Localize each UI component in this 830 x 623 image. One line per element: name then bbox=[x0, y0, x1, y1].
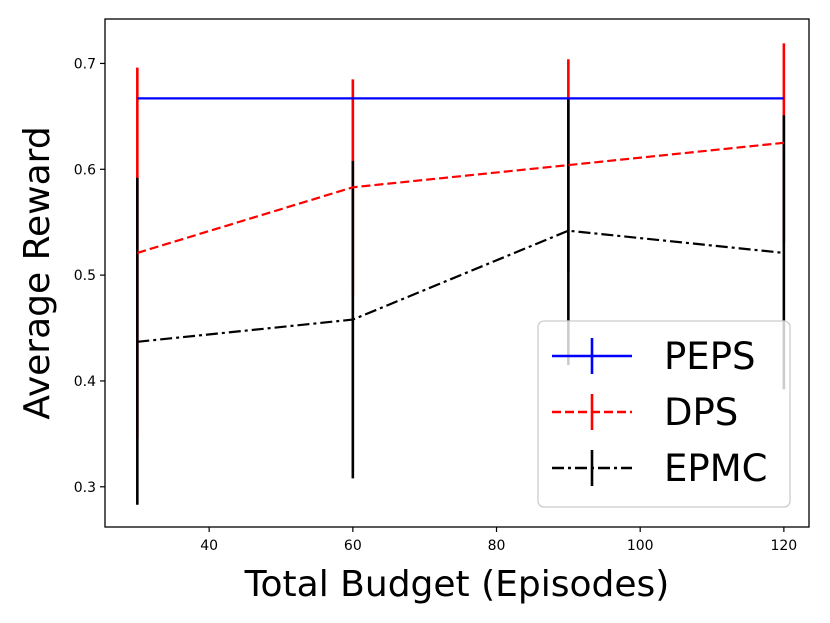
legend-item-peps: PEPS bbox=[552, 335, 756, 378]
legend-item-dps: DPS bbox=[552, 391, 738, 434]
x-tick-label: 60 bbox=[344, 538, 362, 554]
y-tick-label: 0.7 bbox=[74, 56, 96, 72]
y-axis-label: Average Reward bbox=[17, 126, 58, 419]
series-line-dps bbox=[136, 141, 785, 254]
legend-label: EPMC bbox=[664, 447, 767, 490]
legend-box bbox=[537, 320, 791, 508]
x-tick-label: 40 bbox=[200, 538, 218, 554]
y-tick-label: 0.5 bbox=[74, 268, 96, 284]
legend: PEPS DPS EPMC bbox=[537, 320, 791, 508]
plot-frame bbox=[104, 18, 810, 528]
axis-ticks: 40 60 80 100 120 0.3 0.4 0.5 0.6 0.7 bbox=[74, 56, 797, 554]
y-tick-label: 0.3 bbox=[74, 480, 96, 496]
x-tick-label: 80 bbox=[488, 538, 506, 554]
y-tick-label: 0.6 bbox=[74, 162, 96, 178]
legend-item-epmc: EPMC bbox=[552, 447, 767, 490]
series-line-epmc bbox=[137, 229, 785, 343]
series-lines bbox=[136, 97, 785, 343]
legend-label: DPS bbox=[664, 391, 738, 434]
y-tick-label: 0.4 bbox=[74, 374, 96, 390]
legend-label: PEPS bbox=[664, 335, 756, 378]
x-tick-label: 120 bbox=[770, 538, 797, 554]
x-axis-label: Total Budget (Episodes) bbox=[244, 564, 670, 605]
x-tick-label: 100 bbox=[627, 538, 654, 554]
